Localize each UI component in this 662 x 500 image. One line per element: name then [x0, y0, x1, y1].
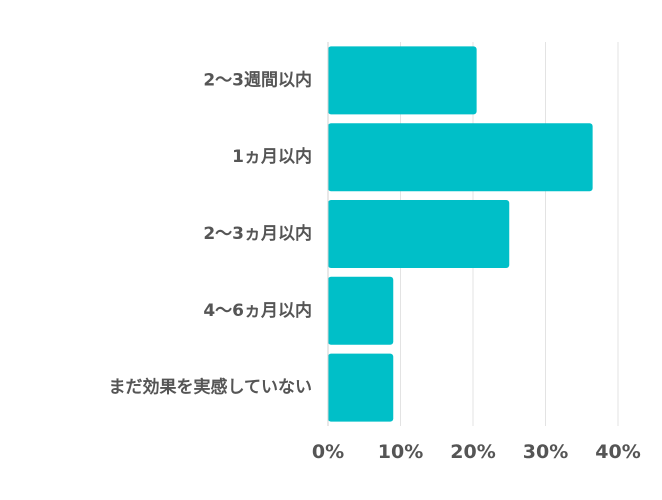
x-tick-label: 10% [378, 441, 423, 463]
bar [328, 123, 593, 192]
category-label: まだ効果を実感していない [109, 377, 313, 398]
x-tick-label: 30% [523, 441, 568, 463]
category-label: 2〜3週間以内 [203, 69, 312, 90]
x-tick-label: 40% [595, 441, 640, 463]
bar [328, 353, 394, 422]
x-tick-labels: 0% 10% 20% 30% 40% [312, 441, 641, 463]
bars [328, 46, 593, 422]
x-tick-label: 0% [312, 441, 344, 463]
category-label: 2〜3ヵ月以内 [203, 223, 312, 244]
bar [328, 200, 510, 268]
category-label: 4〜6ヵ月以内 [203, 300, 312, 321]
bar [328, 46, 477, 115]
bar [328, 276, 394, 345]
category-label: 1ヵ月以内 [232, 146, 312, 167]
x-tick-label: 20% [450, 441, 495, 463]
